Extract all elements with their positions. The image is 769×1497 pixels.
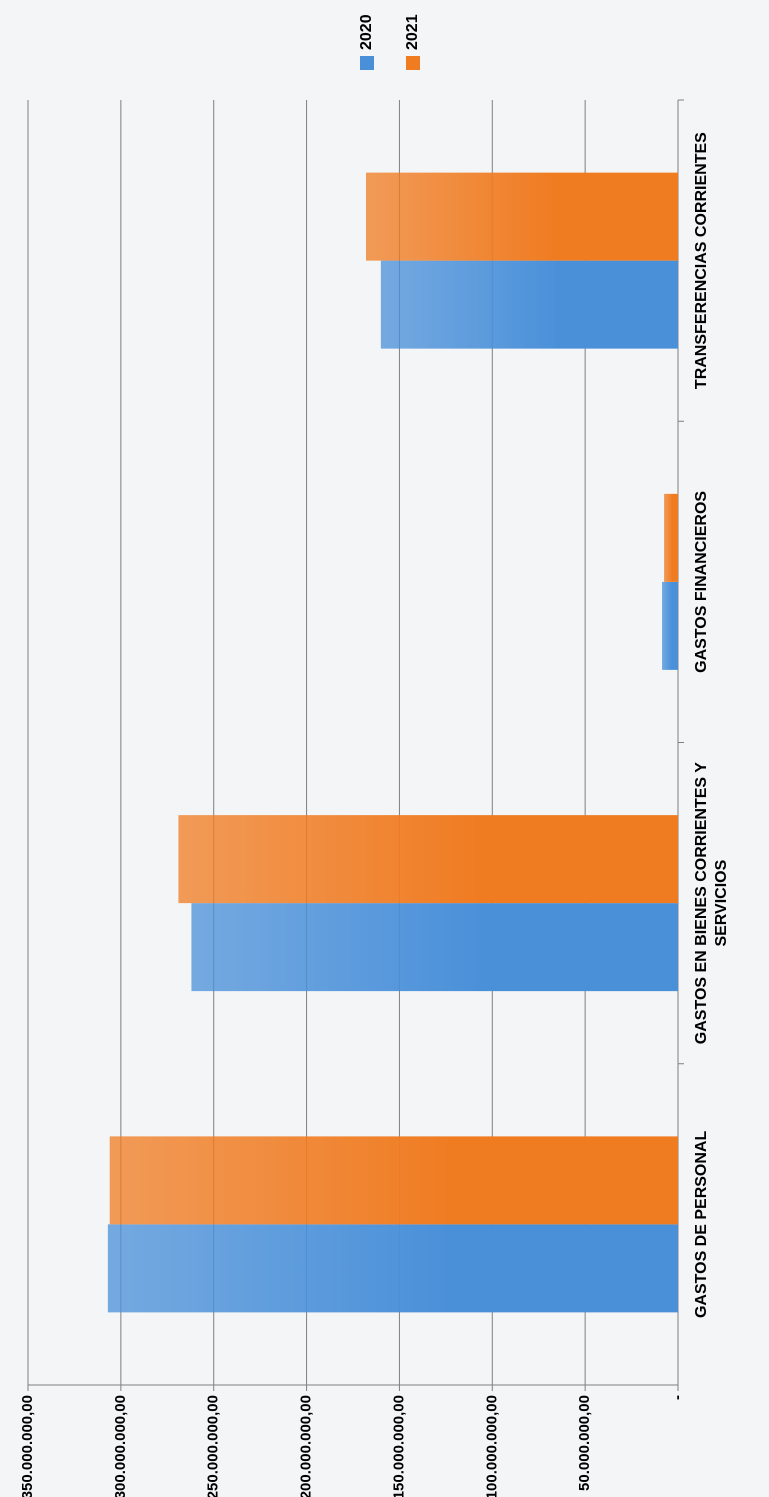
x-tick-label: TRANSFERENCIAS CORRIENTES xyxy=(693,132,710,390)
y-tick-label: 200.000.000,00 xyxy=(298,1395,315,1497)
legend-label: 2021 xyxy=(404,14,421,50)
category-label-box: GASTOS EN BIENES CORRIENTES Y SERVICIOS xyxy=(693,762,730,1045)
y-tick-label: 300.000.000,00 xyxy=(112,1395,129,1497)
bar xyxy=(664,493,678,582)
legend-label: 2020 xyxy=(358,14,375,50)
y-tick-label: - xyxy=(669,1395,686,1400)
category-label-box: GASTOS DE PERSONAL xyxy=(693,1130,710,1319)
bar xyxy=(191,903,679,992)
y-tick-label: 100.000.000,00 xyxy=(483,1395,500,1497)
bar xyxy=(109,1136,678,1225)
category-label-box: TRANSFERENCIAS CORRIENTES xyxy=(693,132,710,390)
y-tick-label: 150.000.000,00 xyxy=(390,1395,407,1497)
y-tick-label: 250.000.000,00 xyxy=(205,1395,222,1497)
bar xyxy=(366,172,678,261)
x-tick-label: GASTOS FINANCIEROS xyxy=(693,490,710,673)
bar xyxy=(662,581,678,670)
category-label-box: GASTOS FINANCIEROS xyxy=(693,490,710,673)
y-tick-label: 350.000.000,00 xyxy=(19,1395,36,1497)
bar xyxy=(178,815,679,904)
bar xyxy=(107,1224,679,1313)
rotated-plot: - 50.000.000,00 100.000.000,00 150.000.000,… xyxy=(19,14,730,1497)
x-tick-label: GASTOS EN BIENES CORRIENTES Y SERVICIOS xyxy=(693,762,730,1045)
x-tick-label: GASTOS DE PERSONAL xyxy=(693,1130,710,1319)
legend-swatch xyxy=(360,56,374,70)
legend-swatch xyxy=(406,56,420,70)
bar xyxy=(380,260,678,349)
y-tick-label: 50.000.000,00 xyxy=(576,1395,593,1491)
